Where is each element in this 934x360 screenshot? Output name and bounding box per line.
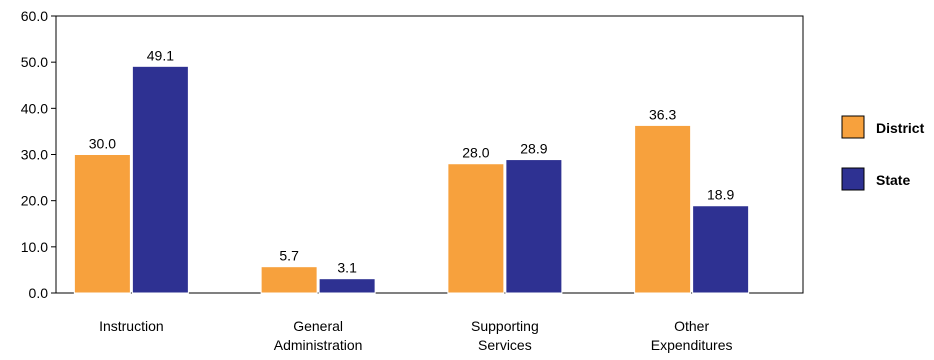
y-tick-label: 30.0 [21, 147, 48, 163]
category-label-line: Expenditures [651, 337, 733, 353]
data-label-district-3: 36.3 [649, 106, 676, 122]
legend-swatch-district [841, 115, 865, 139]
bar-state-2 [505, 159, 563, 294]
category-label-3: Other Expenditures [651, 318, 733, 353]
y-tick-label: 10.0 [21, 239, 48, 255]
category-label-2: Supporting Services [471, 318, 539, 353]
category-label-line: Other [674, 318, 709, 334]
category-label-line: Services [478, 337, 532, 353]
legend-label-state: State [876, 172, 910, 188]
bar-district-2 [447, 163, 505, 294]
category-label-line: Instruction [99, 318, 164, 334]
category-label-0: Instruction [99, 318, 164, 334]
data-label-state-2: 28.9 [520, 141, 547, 157]
data-label-district-2: 28.0 [462, 145, 489, 161]
bar-state-1 [318, 278, 376, 294]
category-label-line: Supporting [471, 318, 539, 334]
bar-district-1 [260, 266, 318, 294]
bar-state-0 [131, 65, 189, 294]
bar-district-3 [634, 124, 692, 294]
y-tick-label: 0.0 [29, 285, 49, 301]
y-tick-label: 50.0 [21, 54, 48, 70]
bar-district-0 [73, 154, 131, 294]
category-label-1: General Administration [274, 318, 363, 353]
y-tick-label: 20.0 [21, 193, 48, 209]
data-label-state-3: 18.9 [707, 187, 734, 203]
data-label-state-1: 3.1 [337, 260, 357, 276]
y-tick-label: 40.0 [21, 100, 48, 116]
y-tick-label: 60.0 [21, 8, 48, 24]
category-label-line: General [293, 318, 343, 334]
bar-state-3 [692, 205, 750, 294]
data-label-district-0: 30.0 [89, 136, 116, 152]
y-axis-ticks: 0.0 10.0 20.0 30.0 40.0 50.0 60.0 [21, 8, 56, 301]
data-label-state-0: 49.1 [147, 47, 174, 63]
legend: District State [841, 115, 925, 191]
legend-swatch-state [841, 167, 865, 191]
data-label-district-1: 5.7 [279, 248, 299, 264]
bars [73, 65, 750, 294]
legend-label-district: District [876, 120, 925, 136]
category-label-line: Administration [274, 337, 363, 353]
data-labels: 30.0 49.1 5.7 3.1 28.0 28.9 36.3 18.9 [89, 47, 735, 275]
category-labels: Instruction General Administration Supporti… [99, 318, 732, 353]
